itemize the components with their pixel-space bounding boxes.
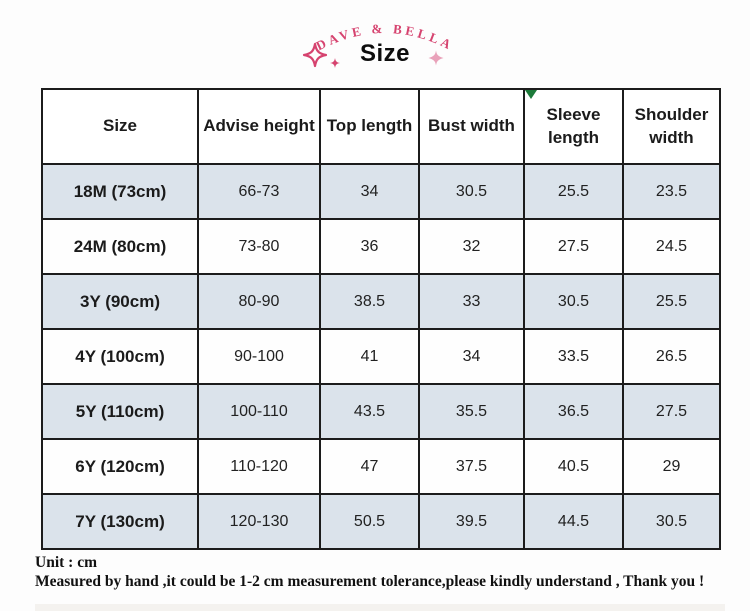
measurement-cell: 32	[418, 218, 525, 275]
measurement-cell: 80-90	[197, 273, 321, 330]
table-row: 7Y (130cm) 120-130 50.5 39.5 44.5 30.5	[41, 493, 721, 550]
measurement-cell: 90-100	[197, 328, 321, 385]
column-header-label: Sleeve length	[546, 104, 601, 147]
table-row: 3Y (90cm) 80-90 38.5 33 30.5 25.5	[41, 273, 721, 330]
measurement-cell: 50.5	[319, 493, 420, 550]
table-header-row: Size Advise height Top length Bust width…	[41, 88, 721, 165]
table-row: 18M (73cm) 66-73 34 30.5 25.5 23.5	[41, 163, 721, 220]
size-cell: 7Y (130cm)	[41, 493, 199, 550]
size-cell: 6Y (120cm)	[41, 438, 199, 495]
column-header-sleeve-length: Sleeve length	[523, 88, 624, 165]
size-cell: 4Y (100cm)	[41, 328, 199, 385]
measurement-cell: 100-110	[197, 383, 321, 440]
measurement-cell: 33.5	[523, 328, 624, 385]
measurement-cell: 36	[319, 218, 420, 275]
measurement-cell: 25.5	[523, 163, 624, 220]
measurement-cell: 34	[418, 328, 525, 385]
measurement-cell: 39.5	[418, 493, 525, 550]
bottom-strip	[35, 604, 725, 611]
column-header-size: Size	[41, 88, 199, 165]
sparkle-icon	[302, 42, 340, 68]
measurement-cell: 110-120	[197, 438, 321, 495]
column-header-top-length: Top length	[319, 88, 420, 165]
measurement-cell: 26.5	[622, 328, 721, 385]
measurement-cell: 29	[622, 438, 721, 495]
size-cell: 18M (73cm)	[41, 163, 199, 220]
measurement-cell: 66-73	[197, 163, 321, 220]
measurement-cell: 27.5	[523, 218, 624, 275]
measurement-cell: 23.5	[622, 163, 721, 220]
table-row: 4Y (100cm) 90-100 41 34 33.5 26.5	[41, 328, 721, 385]
sparkle-icon	[428, 50, 444, 66]
table-row: 6Y (120cm) 110-120 47 37.5 40.5 29	[41, 438, 721, 495]
measurement-cell: 34	[319, 163, 420, 220]
measurement-cell: 24.5	[622, 218, 721, 275]
measurement-cell: 27.5	[622, 383, 721, 440]
measurement-cell: 37.5	[418, 438, 525, 495]
table-row: 24M (80cm) 73-80 36 32 27.5 24.5	[41, 218, 721, 275]
column-header-shoulder-width: Shoulder width	[622, 88, 721, 165]
measurement-cell: 73-80	[197, 218, 321, 275]
measurement-cell: 41	[319, 328, 420, 385]
size-table: Size Advise height Top length Bust width…	[41, 88, 721, 550]
measurement-cell: 33	[418, 273, 525, 330]
size-cell: 24M (80cm)	[41, 218, 199, 275]
page-title: Size	[359, 40, 411, 67]
measurement-cell: 43.5	[319, 383, 420, 440]
measurement-cell: 30.5	[418, 163, 525, 220]
size-table-body: 18M (73cm) 66-73 34 30.5 25.5 23.5 24M (80cm) 7…	[41, 163, 721, 550]
measurement-cell: 30.5	[523, 273, 624, 330]
column-header-advise-height: Advise height	[197, 88, 321, 165]
measurement-cell: 120-130	[197, 493, 321, 550]
measurement-cell: 38.5	[319, 273, 420, 330]
measurement-cell: 30.5	[622, 493, 721, 550]
measurement-cell: 25.5	[622, 273, 721, 330]
size-cell: 3Y (90cm)	[41, 273, 199, 330]
size-cell: 5Y (110cm)	[41, 383, 199, 440]
tolerance-note: Measured by hand ,it could be 1-2 cm mea…	[35, 573, 705, 590]
footer-notes: Unit : cm Measured by hand ,it could be …	[35, 553, 735, 591]
measurement-cell: 35.5	[418, 383, 525, 440]
measurement-cell: 36.5	[523, 383, 624, 440]
unit-note: Unit : cm	[35, 554, 97, 571]
brand-logo: DAVE & BELLA	[314, 21, 453, 54]
cell-corner-marker	[525, 90, 537, 99]
column-header-bust-width: Bust width	[418, 88, 525, 165]
measurement-cell: 44.5	[523, 493, 624, 550]
table-row: 5Y (110cm) 100-110 43.5 35.5 36.5 27.5	[41, 383, 721, 440]
measurement-cell: 47	[319, 438, 420, 495]
measurement-cell: 40.5	[523, 438, 624, 495]
